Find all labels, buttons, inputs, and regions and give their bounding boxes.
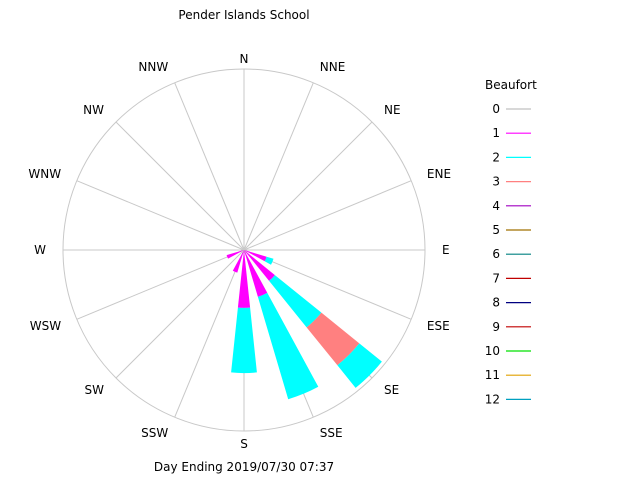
wedge-s-band-1-beaufort-2 <box>231 307 257 374</box>
direction-label-sse: SSE <box>320 426 343 440</box>
legend-label-12: 12 <box>485 392 500 406</box>
direction-label-ne: NE <box>384 103 401 117</box>
wedge-se-band-3-beaufort-2 <box>337 343 382 388</box>
legend-label-10: 10 <box>485 344 500 358</box>
wedge-wsw-band-0-beaufort-1 <box>226 250 244 259</box>
legend-label-6: 6 <box>492 247 500 261</box>
legend-label-7: 7 <box>492 271 500 285</box>
legend-label-8: 8 <box>492 296 500 310</box>
spoke-ne <box>243 121 373 251</box>
chart-footer: Day Ending 2019/07/30 07:37 <box>154 460 334 474</box>
direction-label-s: S <box>240 437 248 451</box>
wedge-sse-band-1-beaufort-2 <box>257 292 319 400</box>
direction-label-nw: NW <box>83 103 104 117</box>
direction-label-se: SE <box>384 383 399 397</box>
wind-wedges <box>226 250 382 400</box>
direction-label-ese: ESE <box>427 319 450 333</box>
direction-label-wsw: WSW <box>30 319 61 333</box>
wedge-ssw-band-0-beaufort-1 <box>232 250 244 273</box>
wedge-ese-band-1-beaufort-2 <box>264 256 274 265</box>
legend-label-0: 0 <box>492 102 500 116</box>
direction-label-wnw: WNW <box>28 167 61 181</box>
wedge-sse-band-0-beaufort-1 <box>244 250 268 297</box>
spoke-ene <box>243 180 412 251</box>
wedge-se-band-0-beaufort-1 <box>244 250 275 281</box>
direction-label-ssw: SSW <box>141 426 168 440</box>
wedge-ese-band-0-beaufort-1 <box>244 250 267 262</box>
legend-label-2: 2 <box>492 150 500 164</box>
wedge-se-band-2-beaufort-3 <box>306 312 360 366</box>
direction-label-w: W <box>34 243 46 257</box>
chart-title: Pender Islands School <box>178 8 309 22</box>
spoke-sw <box>115 249 245 379</box>
direction-label-sw: SW <box>85 383 105 397</box>
direction-labels: N NNE NE ENE E ESE SE SSE S SSW SW WSW W WNW NW NNW <box>28 52 451 451</box>
legend-label-1: 1 <box>492 126 500 140</box>
direction-label-ene: ENE <box>427 167 451 181</box>
spoke-nw <box>115 121 245 251</box>
spoke-wnw <box>76 180 245 251</box>
wedge-se-band-1-beaufort-2 <box>269 275 322 328</box>
direction-label-e: E <box>442 243 450 257</box>
wedge-s-band-0-beaufort-1 <box>237 250 251 308</box>
spoke-ssw <box>174 249 245 418</box>
legend-label-3: 3 <box>492 175 500 189</box>
legend-label-11: 11 <box>485 368 500 382</box>
legend-label-5: 5 <box>492 223 500 237</box>
spoke-wsw <box>76 249 245 320</box>
direction-label-nne: NNE <box>320 60 346 74</box>
polar-grid <box>62 68 426 432</box>
legend-label-9: 9 <box>492 320 500 334</box>
legend-title: Beaufort <box>485 78 537 92</box>
spoke-nne <box>243 82 314 251</box>
direction-label-n: N <box>240 52 249 66</box>
legend-label-4: 4 <box>492 199 500 213</box>
spoke-nnw <box>174 82 245 251</box>
direction-label-nnw: NNW <box>138 60 168 74</box>
